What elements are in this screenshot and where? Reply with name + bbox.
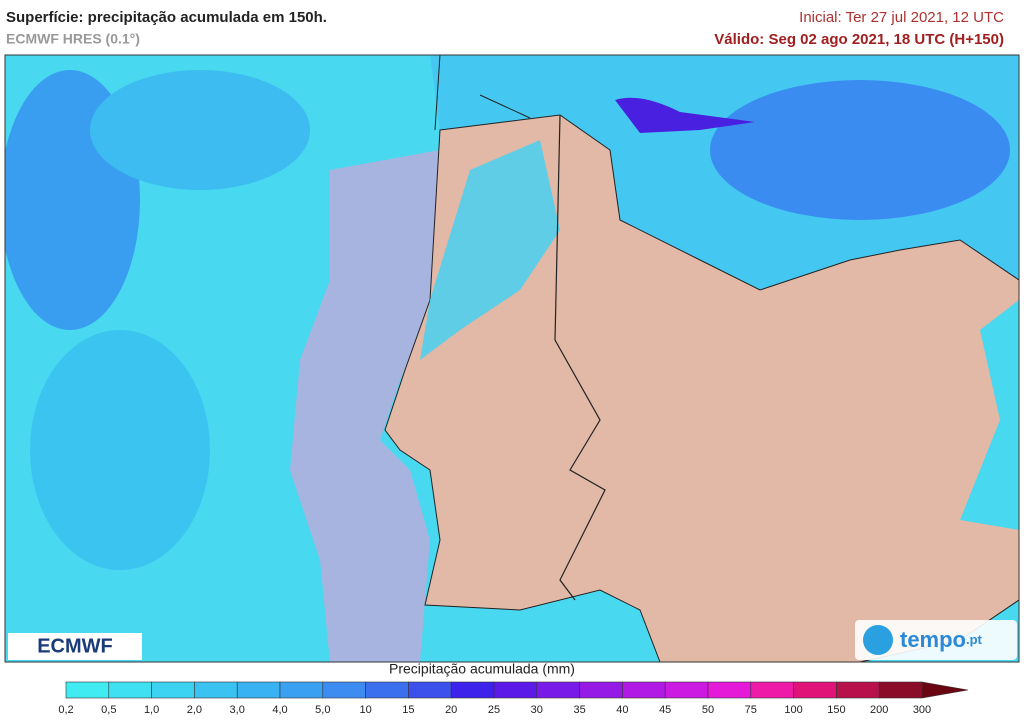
colorbar-label: 150 <box>827 704 845 716</box>
colorbar-label: 40 <box>616 704 628 716</box>
colorbar-label: 30 <box>531 704 543 716</box>
colorbar-bin <box>664 681 709 699</box>
colorbar: 0,2 0,5 1,0 2,0 3,0 4,0 5,0 10 15 20 25 30 35 40 45 50 7… <box>58 681 969 716</box>
colorbar-label: 10 <box>359 704 371 716</box>
colorbar-bin <box>279 681 324 699</box>
tempo-logo-icon <box>863 625 893 655</box>
colorbar-label: 3,0 <box>230 704 245 716</box>
colorbar-label: 200 <box>870 704 888 716</box>
colorbar-bin <box>108 681 152 699</box>
colorbar-label: 100 <box>784 704 802 716</box>
colorbar-bin <box>194 681 238 699</box>
colorbar-bin <box>493 681 538 699</box>
colorbar-bin <box>707 681 752 699</box>
model: ECMWF HRES (0.1°) <box>6 31 140 47</box>
colorbar-bin <box>836 681 880 699</box>
colorbar-label: 0,2 <box>58 704 73 716</box>
colorbar-bin <box>151 681 195 699</box>
colorbar-bin <box>878 681 923 699</box>
colorbar-bin <box>365 681 409 699</box>
border <box>554 114 606 601</box>
rain-area <box>30 330 210 570</box>
colorbar-bin <box>750 681 794 699</box>
rain-area <box>90 70 310 190</box>
colorbar-bin <box>65 681 110 699</box>
colorbar-label: 35 <box>573 704 585 716</box>
colorbar-bin <box>322 681 366 699</box>
colorbar-label: 0,5 <box>101 704 116 716</box>
border <box>434 55 531 131</box>
rain-area <box>710 80 1010 220</box>
colorbar-label: 300 <box>913 704 931 716</box>
colorbar-bin <box>408 681 452 699</box>
colorbar-label: 15 <box>402 704 414 716</box>
colorbar-bin <box>536 681 580 699</box>
ecmwf-logo-text: ECMWF <box>37 635 113 657</box>
map: ECMWF tempo.pt <box>4 54 1020 663</box>
rain-area <box>420 140 560 360</box>
colorbar-label: 5,0 <box>315 704 330 716</box>
title: Superfície: precipitação acumulada em 15… <box>6 9 327 26</box>
colorbar-label: 75 <box>745 704 757 716</box>
tempo-name: tempo <box>900 627 966 652</box>
colorbar-bin <box>793 681 837 699</box>
colorbar-extension <box>921 681 969 699</box>
colorbar-bin <box>450 681 495 699</box>
colorbar-bin <box>622 681 666 699</box>
colorbar-bin <box>579 681 623 699</box>
rain-max <box>615 97 755 133</box>
colorbar-label: 50 <box>702 704 714 716</box>
colorbar-label: 1,0 <box>144 704 159 716</box>
valid-time: Válido: Seg 02 ago 2021, 18 UTC (H+150) <box>714 31 1004 48</box>
colorbar-label: 20 <box>445 704 457 716</box>
colorbar-label: 45 <box>659 704 671 716</box>
map-frame <box>4 54 1020 663</box>
rain-area <box>960 300 1019 530</box>
colorbar-label: 25 <box>488 704 500 716</box>
initial-time: Inicial: Ter 27 jul 2021, 12 UTC <box>799 9 1004 26</box>
dry-ocean <box>290 150 440 662</box>
tempo-logo <box>855 620 1017 660</box>
colorbar-label: 4,0 <box>272 704 287 716</box>
colorbar-label: 2,0 <box>187 704 202 716</box>
colorbar-title: Precipitação acumulada (mm) <box>389 661 575 677</box>
tempo-suffix: .pt <box>966 632 983 647</box>
ecmwf-logo <box>8 633 142 660</box>
colorbar-bin <box>236 681 281 699</box>
tempo-logo-text: tempo.pt <box>900 627 983 652</box>
